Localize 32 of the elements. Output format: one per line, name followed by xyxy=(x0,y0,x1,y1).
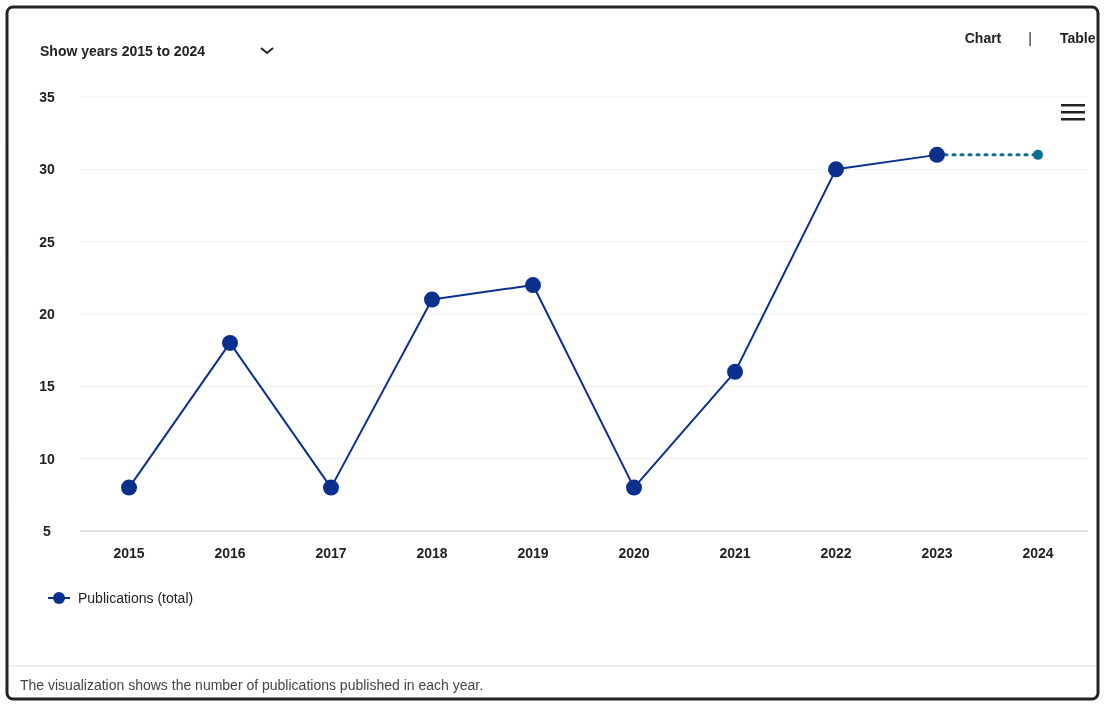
text: | xyxy=(1028,29,1032,46)
point xyxy=(525,277,541,294)
point xyxy=(626,479,642,496)
text: Chart xyxy=(964,29,1002,46)
x-tick-label: 2020 xyxy=(618,545,650,561)
x-tick-label: 2017 xyxy=(315,545,347,561)
text: Table xyxy=(1060,29,1096,46)
point xyxy=(222,334,238,351)
x-tick-label: 2016 xyxy=(214,545,246,561)
legend-label: Publications (total) xyxy=(78,589,194,606)
x-tick-label: 2019 xyxy=(517,545,549,561)
point xyxy=(323,479,339,496)
x-tick-label: 2018 xyxy=(416,545,448,561)
y-tick-label: 20 xyxy=(39,305,55,322)
x-tick-label: 2021 xyxy=(719,545,751,561)
point xyxy=(828,161,844,178)
y-tick-label: 30 xyxy=(39,161,55,178)
text: Show years 2015 to 2024 xyxy=(40,42,206,59)
y-tick-label: 10 xyxy=(39,450,55,467)
point xyxy=(424,291,440,308)
x-tick-label: 2024 xyxy=(1022,545,1054,561)
point xyxy=(121,479,137,496)
point xyxy=(1033,149,1043,160)
x-tick-label: 2023 xyxy=(921,545,953,561)
text: The visualization shows the number of publications published in each year. xyxy=(20,676,484,693)
x-tick-label: 2022 xyxy=(820,545,852,561)
y-tick-label: 5 xyxy=(43,522,52,539)
x-tick-label: 2015 xyxy=(113,545,145,561)
y-tick-label: 15 xyxy=(39,378,55,395)
y-tick-label: 35 xyxy=(39,88,55,105)
point xyxy=(727,363,743,380)
y-tick-label: 25 xyxy=(39,233,55,250)
